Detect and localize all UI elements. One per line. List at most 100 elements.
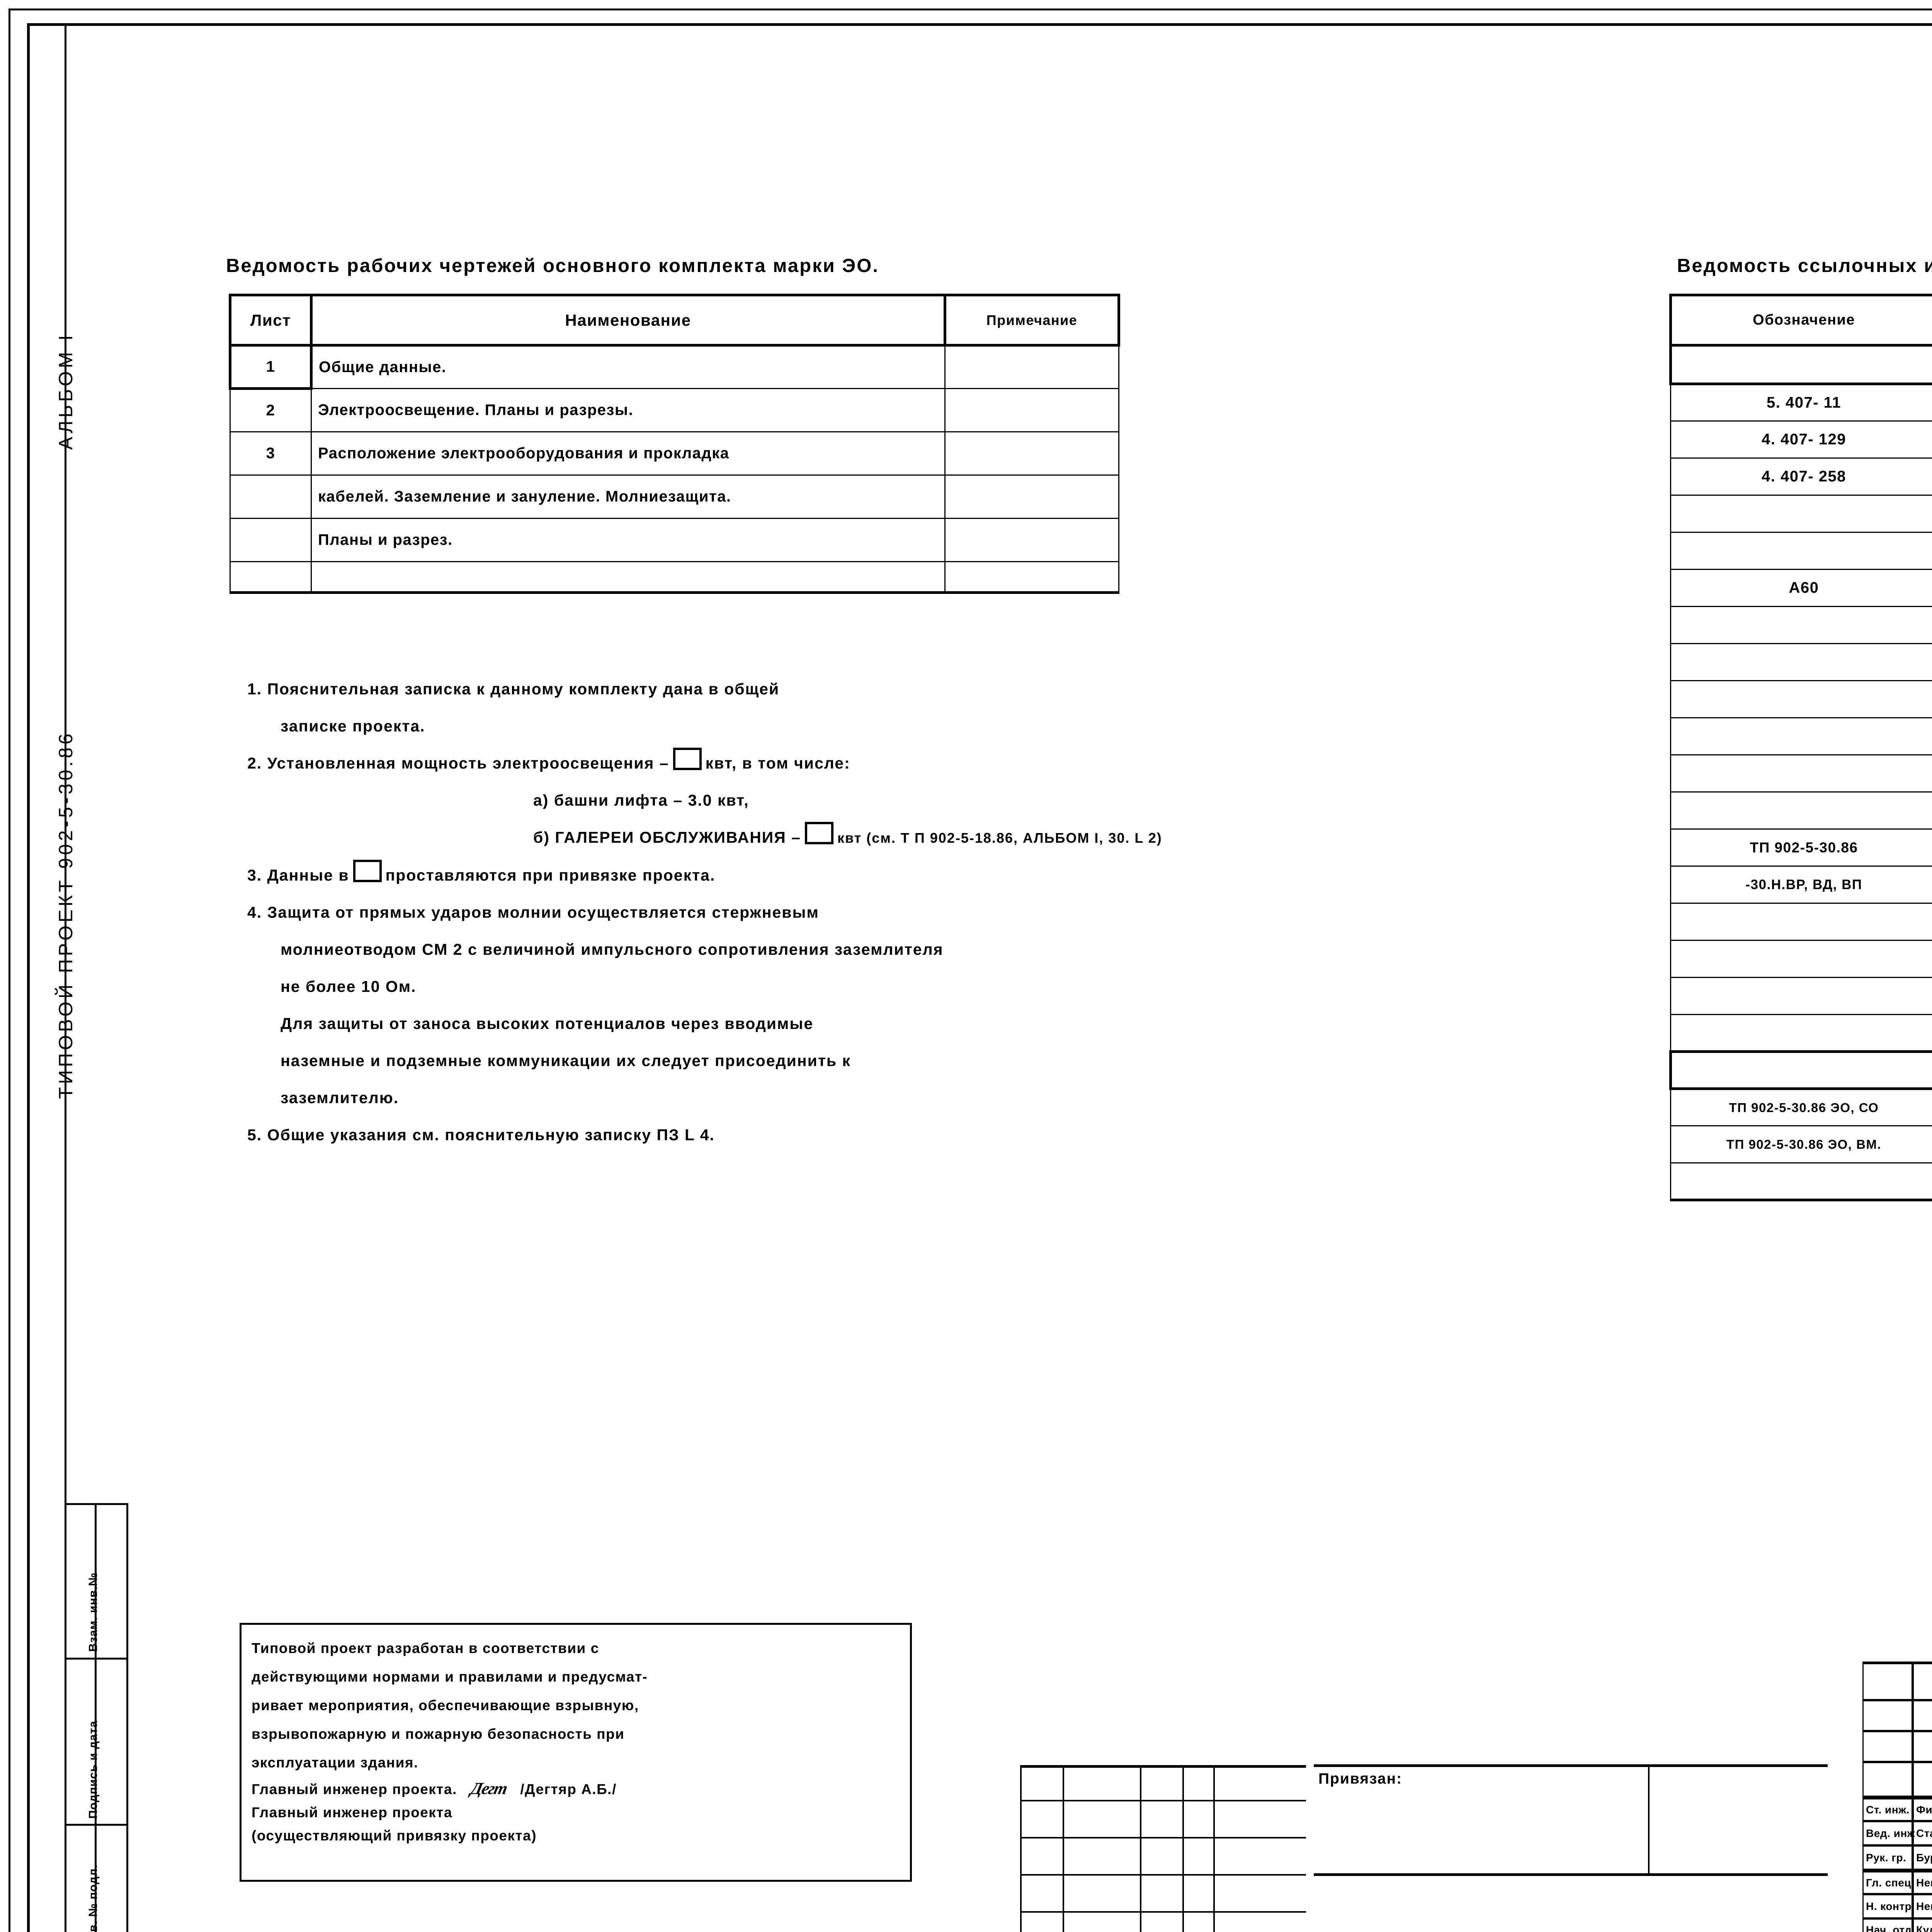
stamp-blank-1	[95, 1505, 126, 1660]
table-row: 3 Расположение электрооборудования и про…	[230, 431, 1119, 476]
right-table: Обозначение Наименование Примечание Ссыл…	[1669, 294, 1932, 1201]
gip-name: /Дегтяр А.Б./	[520, 1781, 617, 1797]
table-row: 4. 407- 258 Проводки на струнах и устано…	[1670, 457, 1932, 496]
tb-role-1: Вед. инж	[1862, 1821, 1915, 1845]
tb-name-label-3: Некрасов	[1916, 1876, 1932, 1889]
note-2b-line: б) ГАЛЕРЕИ ОБСЛУЖИВАНИЯ – квт (см. Т П 90…	[247, 819, 1654, 857]
tb-role-label-5: Нач. отд.	[1866, 1923, 1915, 1932]
title-block: Ст. инж. Филиппова Вед. инж Стауне Рук. …	[1862, 1662, 1932, 1932]
note-4-line-6: заземлителю.	[281, 1089, 399, 1107]
row-name: Планы и разрез.	[311, 518, 946, 562]
tb-role-label-3: Гл. спец.	[1866, 1876, 1915, 1889]
row-note	[944, 345, 1119, 389]
row-code	[1669, 1050, 1932, 1090]
row-name: Электроосвещение. Планы и разрезы.	[311, 388, 946, 432]
tb-name-label-5: Кулагин	[1916, 1923, 1932, 1932]
note-2a-line: а) башни лифта – 3.0 квт,	[533, 791, 749, 809]
row-sheet: 1	[229, 344, 313, 390]
gip-signature: Дегт	[469, 1779, 509, 1798]
row-code	[1670, 717, 1932, 755]
row-code: 4. 407- 258	[1670, 457, 1932, 496]
row-code	[1670, 754, 1932, 793]
bl-line-5: эксплуатации здания.	[252, 1755, 418, 1770]
tb-role-label-1: Вед. инж	[1866, 1827, 1915, 1839]
note-3-text-b: проставляются при привязке проекта.	[385, 866, 716, 884]
table-row: ТП 902-5-30.86 Ведомость объемов электро…	[1670, 828, 1932, 867]
right-table-title: Ведомость ссылочных и прилагаемых докуме…	[1677, 255, 1932, 276]
table-row: А60 Молниезащита зданий и сооруже-	[1670, 569, 1932, 607]
table-row: кабелей. Заземление и зануление. Молниез…	[230, 474, 1119, 519]
tb-name-4: Некрасов	[1913, 1894, 1932, 1918]
row-code	[1670, 680, 1932, 718]
row-note	[944, 388, 1119, 432]
stamp-cell-vzam: Взам. инв.№	[65, 1505, 100, 1660]
table-row: 2 Электроосвещение. Планы и разрезы.	[230, 388, 1119, 432]
note-4-line-1: 4. Защита от прямых ударов молнии осущес…	[247, 903, 819, 921]
row-name	[311, 561, 946, 594]
row-note	[944, 561, 1119, 594]
row-code	[1670, 903, 1932, 941]
table-row: ния конструкций и	[1670, 1014, 1932, 1052]
note-4-line-3: не более 10 Ом.	[281, 978, 417, 995]
gip2-line-1: Главный инженер проекта	[252, 1804, 452, 1820]
stamp-blank-3	[95, 1826, 126, 1932]
table-row	[230, 561, 1119, 594]
table-row: молниезащиты).	[1670, 717, 1932, 755]
table-row: ТП 902-5-30.86 ЭО, СО Спецификация обору…	[1670, 1088, 1932, 1126]
privyazan-label: Привязан:	[1318, 1770, 1403, 1787]
table-row: материалов для изготовле-	[1670, 977, 1932, 1015]
left-table-header-row: Лист Наименование Примечание	[229, 294, 1120, 347]
privyazan-block: Привязан:	[1314, 1764, 1828, 1920]
row-code	[1670, 495, 1932, 533]
note-2b-text-b: квт (см. Т П 902-5-18.86, АЛЬБОМ I, 30. …	[837, 830, 1162, 846]
row-code	[1670, 791, 1932, 830]
tb-name-0: Филиппова	[1913, 1797, 1932, 1821]
tb-name-label-4: Некрасов	[1916, 1900, 1932, 1912]
tb-blank-r1c1	[1862, 1662, 1913, 1700]
bl-line-2: действующими нормами и правилами и преду…	[252, 1669, 648, 1685]
row-sheet	[230, 518, 312, 562]
row-code: 4. 407- 129	[1670, 420, 1932, 459]
table-row: 1 Общие данные.	[229, 344, 1119, 390]
table-row: ТП 902-5-30.86 ЭО, ВМ. Ведомость потребн…	[1670, 1125, 1932, 1163]
bl-line-1: Типовой проект разработан в соответствии…	[252, 1640, 599, 1656]
table-row: 5. 407- 11 Заземление и зануление электр…	[1670, 383, 1932, 422]
left-vertical-strip: АЛЬБОМ I ТИПОВОЙ ПРОЕКТ 902-5-30.86	[29, 25, 77, 1932]
note-2-line-1: 2. Установленная мощность электроосвещен…	[247, 745, 1654, 782]
row-code: -30.Н.ВР, ВД, ВП	[1670, 866, 1932, 904]
sheet-outer-border	[9, 9, 1932, 1932]
table-row: (рекомендуемые технические	[1670, 643, 1932, 681]
tb-role-4: Н. контр.	[1862, 1894, 1915, 1918]
row-code: 5. 407- 11	[1670, 383, 1932, 422]
tb-role-3: Гл. спец.	[1862, 1870, 1915, 1894]
left-table: Лист Наименование Примечание 1 Общие дан…	[229, 294, 1120, 594]
tb-role-label-0: Ст. инж.	[1866, 1803, 1910, 1816]
row-code: ТП 902-5-30.86	[1670, 828, 1932, 867]
stamp-cell-inv: Инв. № подл.	[65, 1826, 100, 1932]
row-sheet	[230, 561, 312, 594]
tb-name-3: Некрасов	[1913, 1870, 1932, 1894]
gip2-line-2: (осуществляющий привязку проекта)	[252, 1828, 537, 1844]
revision-grid: Инв.№	[1020, 1765, 1306, 1932]
gip-label: Главный инженер проекта.	[252, 1781, 457, 1797]
row-code	[1670, 1014, 1932, 1052]
sheet-inner-border	[27, 23, 1932, 1932]
row-sheet	[230, 474, 312, 519]
right-header-code: Обозначение	[1669, 294, 1932, 347]
tb-role-5: Нач. отд.	[1862, 1918, 1915, 1932]
note-1-line-2: записке проекта.	[281, 717, 425, 735]
fill-in-box	[804, 822, 833, 844]
note-4-line-5: наземные и подземные коммуникации их сле…	[281, 1052, 851, 1070]
tb-name-2: Буровкина	[1913, 1845, 1932, 1870]
note-3-line: 3. Данные в проставляются при привязке пр…	[247, 857, 1654, 894]
note-2-text-b: квт, в том числе:	[705, 754, 850, 772]
tb-name-label-2: Буровкина	[1916, 1851, 1932, 1864]
row-name: Расположение электрооборудования и прокл…	[311, 431, 946, 476]
row-code	[1670, 940, 1932, 978]
stamp-cell-podpis: Подпись и дата	[65, 1660, 100, 1826]
tb-role-0: Ст. инж.	[1862, 1797, 1913, 1821]
row-sheet: 2	[230, 388, 312, 432]
tb-blank-r1c2	[1913, 1662, 1932, 1700]
tb-role-label-2: Рук. гр.	[1866, 1851, 1906, 1864]
